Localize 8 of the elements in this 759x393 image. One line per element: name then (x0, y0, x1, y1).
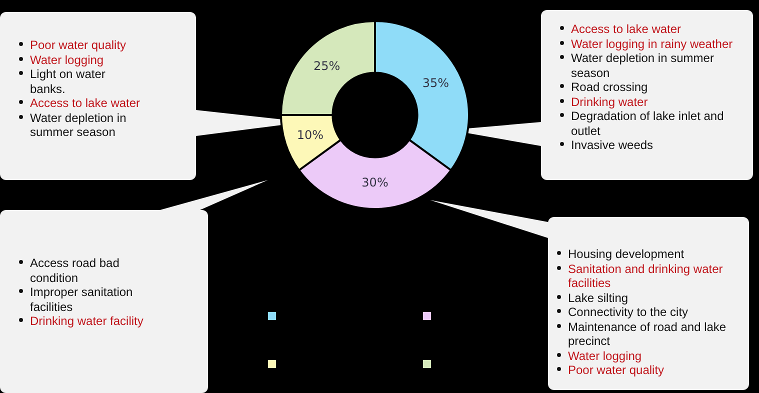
data-label: 25% (313, 58, 340, 73)
text: Access to lake water Water logging in rainy weather Water depletion in summer season Road crossing Drinking water Degradation of lake inlet and outlet Invasive weeds (571, 22, 733, 152)
text: Poor water quality Water logging Light on water banks. Access to lake water Water depletion in summer season (30, 38, 140, 139)
text: Housing development Sanitation and drinking water facilities Lake silting Connectivity to the city Maintenance of road and lake precinct Water logging Poor water quality (568, 247, 726, 377)
data-label: 35% (422, 76, 450, 90)
text: Access road bad condition Improper sanitation facilities Drinking water facility (30, 256, 144, 328)
data-label: 10% (296, 128, 324, 142)
data-label: 30% (362, 175, 388, 190)
